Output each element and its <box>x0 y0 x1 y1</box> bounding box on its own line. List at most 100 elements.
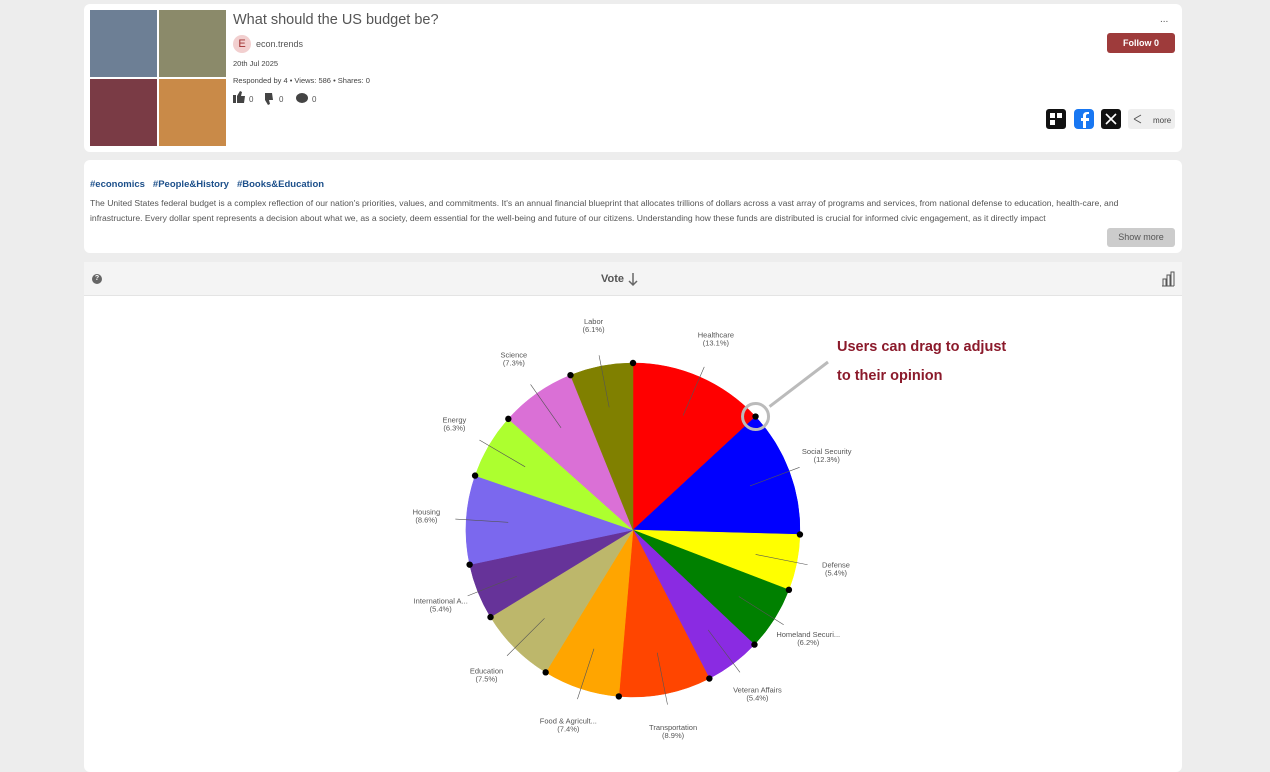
slice-label: Defense <box>822 560 850 569</box>
slice-value-label: (5.4%) <box>746 693 769 702</box>
leader-line <box>467 575 517 597</box>
vote-sort[interactable]: Vote <box>601 273 625 285</box>
drag-handle[interactable] <box>487 613 494 621</box>
leader-line <box>479 439 526 468</box>
drag-handle[interactable] <box>796 531 804 538</box>
drag-handle[interactable] <box>751 641 758 648</box>
slice-label: Homeland Securi... <box>776 630 840 639</box>
leader-line <box>682 366 705 416</box>
slice-value-label: (7.4%) <box>557 725 580 734</box>
slice-value-label: (8.6%) <box>415 515 438 524</box>
annotation-text: Users can drag to adjust <box>837 339 1006 355</box>
drag-handle[interactable] <box>505 415 512 423</box>
sort-arrow[interactable] <box>628 272 638 288</box>
slice-label: Veteran Affairs <box>733 685 782 694</box>
show-more-button[interactable]: Show more <box>1107 228 1175 247</box>
arrow <box>628 273 638 287</box>
leader-line <box>455 518 509 523</box>
leader-line <box>755 554 808 566</box>
facebook-icon <box>1081 112 1089 128</box>
slice-label: Education <box>470 666 503 675</box>
leader-line <box>738 596 784 626</box>
drag-handle[interactable] <box>466 561 473 568</box>
reactions: 0 0 0 <box>233 91 317 105</box>
qr-icon <box>1050 113 1055 118</box>
slice-value-label: (5.4%) <box>430 605 453 614</box>
leader-line <box>749 467 800 487</box>
slice-label: Energy <box>443 415 467 424</box>
help-icon[interactable]: ? <box>92 274 102 284</box>
slice-label: Food & Agricult... <box>540 717 597 726</box>
follow-button[interactable]: Follow 0 <box>1107 33 1175 53</box>
image <box>90 10 157 77</box>
like-icon[interactable] <box>233 95 236 103</box>
stat: Shares: 0 <box>337 76 370 85</box>
slice-value-label: (6.1%) <box>582 325 605 334</box>
x-icon <box>1105 113 1117 125</box>
annotation-circle <box>741 402 771 432</box>
icon <box>1162 271 1175 287</box>
annotation-line <box>768 360 829 408</box>
tag[interactable]: #Books&Education <box>236 179 325 190</box>
share-icon <box>1133 114 1142 124</box>
drag-handle[interactable] <box>706 675 713 682</box>
post-images <box>90 10 226 146</box>
stat: Views: 586 <box>294 76 331 85</box>
slice-label: Healthcare <box>698 330 734 339</box>
drag-handle[interactable] <box>615 693 623 700</box>
chart-type-icon[interactable] <box>1160 271 1176 287</box>
share-bar: more <box>1046 109 1175 129</box>
comment-count: 0 <box>312 95 317 104</box>
drag-handle[interactable] <box>542 669 549 676</box>
leader-line <box>506 618 545 656</box>
drag-handle[interactable] <box>567 371 574 379</box>
image <box>90 79 157 146</box>
slice-value-label: (5.4%) <box>825 568 848 577</box>
leader-line <box>707 629 741 673</box>
dislike-count: 0 <box>279 95 284 104</box>
menu[interactable]: ... <box>1160 14 1169 25</box>
slice-value-label: (6.2%) <box>797 638 820 647</box>
post-card: What should the US budget be? E econ.tre… <box>84 4 1182 152</box>
annotation-text: to their opinion <box>837 368 943 384</box>
slice-label: Labor <box>584 317 604 326</box>
description-text: The United States federal budget is a co… <box>90 198 1119 223</box>
like-icon[interactable] <box>237 91 245 103</box>
drag-handle[interactable] <box>752 413 759 420</box>
drag-handle[interactable] <box>785 586 793 594</box>
slice-label: Social Security <box>802 447 852 456</box>
slice-value-label: (8.9%) <box>662 731 685 740</box>
date: 20th Jul 2025 <box>233 59 279 68</box>
slice-value-label: (13.1%) <box>703 338 730 347</box>
drag-handle[interactable] <box>629 359 637 367</box>
tag[interactable]: #People&History <box>152 179 229 190</box>
slice-label: Transportation <box>649 723 697 732</box>
image <box>159 10 226 77</box>
qr-icon <box>1057 113 1062 118</box>
author[interactable]: econ.trends <box>256 39 304 49</box>
like-count: 0 <box>249 95 254 104</box>
stat: Responded by 4 <box>233 76 288 85</box>
leader-line <box>577 648 595 700</box>
leader-line <box>598 355 610 408</box>
description-card: #economics #People&History #Books&Educatio… <box>84 160 1182 253</box>
slice-value-label: (6.3%) <box>443 423 466 432</box>
slice-value-label: (12.3%) <box>814 455 841 464</box>
tag[interactable]: #economics <box>90 179 145 190</box>
slice-label: Housing <box>413 507 441 516</box>
leader-line <box>530 384 562 428</box>
dislike-icon[interactable] <box>265 93 273 105</box>
image <box>159 79 226 146</box>
comment-icon[interactable] <box>296 93 308 103</box>
stats: Responded by 4 • Views: 586 • Shares: 0 <box>233 76 370 85</box>
avatar[interactable]: E <box>233 35 251 53</box>
share-more-label: more <box>1153 116 1172 125</box>
share-more-button[interactable] <box>1128 109 1175 129</box>
drag-handle[interactable] <box>471 472 479 479</box>
post-title: What should the US budget be? <box>233 12 439 28</box>
leader-line <box>656 652 668 705</box>
slice-label: International A... <box>414 597 468 606</box>
tags: #economics #People&History #Books&Educatio… <box>90 174 332 192</box>
